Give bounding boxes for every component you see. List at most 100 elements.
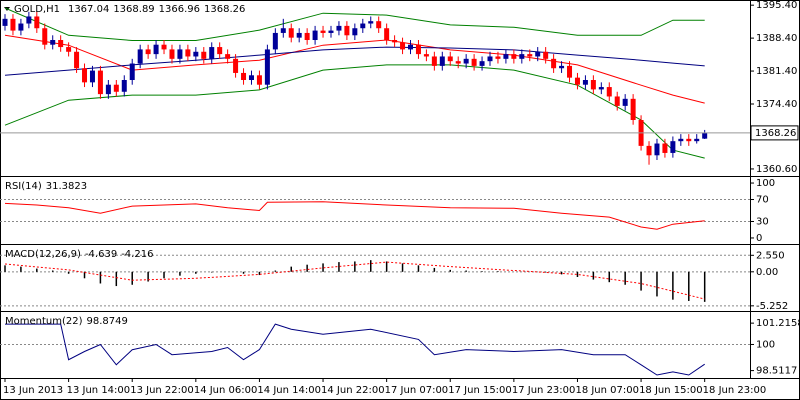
candle-body — [201, 51, 207, 59]
candle-body — [113, 84, 119, 92]
indicator-header: RSI(14) — [5, 181, 42, 192]
candle-body — [582, 80, 588, 85]
candle-body — [694, 138, 700, 142]
candle-body — [368, 21, 374, 24]
candle-body — [26, 16, 32, 24]
x-tick-label: 14 Jun 14:00 — [257, 385, 321, 396]
candle-body — [169, 49, 175, 59]
indicator-line — [5, 323, 705, 376]
y-tick-label: 100 — [756, 339, 775, 350]
candle-body — [415, 44, 421, 55]
candle-body — [654, 143, 660, 156]
indicator-line — [4, 261, 705, 300]
candle-body — [89, 70, 95, 83]
candle-body — [535, 51, 541, 57]
x-tick-label: 13 Jun 14:00 — [67, 385, 131, 396]
candle-body — [280, 28, 286, 33]
candle-body — [34, 16, 40, 29]
candle-body — [320, 30, 326, 33]
candle-body — [42, 28, 48, 45]
y-tick-label: 1381.40 — [756, 66, 797, 77]
candle-body — [312, 30, 318, 40]
y-tick-label: -5.252 — [756, 301, 788, 312]
indicator-header: 98.8749 — [87, 316, 128, 327]
x-tick-label: 13 Jun 22:00 — [130, 385, 194, 396]
candle-body — [121, 80, 127, 92]
candle-body — [543, 51, 549, 59]
candle-body — [678, 138, 684, 142]
candle-body — [153, 44, 159, 55]
x-tick-label: 18 Jun 23:00 — [703, 385, 767, 396]
candle-body — [606, 87, 612, 97]
header-text: 1366.96 — [159, 4, 200, 15]
candle-body — [105, 84, 111, 95]
y-tick-label: 1388.40 — [756, 33, 797, 44]
candle-body — [630, 98, 636, 120]
candle-body — [574, 77, 580, 85]
candle-body — [646, 145, 652, 156]
current-price-label: 1368.26 — [755, 128, 796, 139]
candle-body — [352, 28, 358, 36]
y-tick-label: 0 — [756, 233, 762, 244]
candle-body — [455, 61, 461, 64]
candle-body — [376, 21, 382, 29]
candle-body — [217, 47, 223, 55]
x-tick-label: 14 Jun 06:00 — [194, 385, 258, 396]
candle-body — [463, 58, 469, 64]
candle-body — [431, 56, 437, 66]
candle-body — [304, 32, 310, 40]
candle-body — [408, 44, 414, 50]
header-text: 1368.26 — [204, 4, 245, 15]
indicator-line — [4, 7, 705, 41]
candle-body — [296, 32, 302, 38]
y-tick-label: 0.00 — [756, 267, 778, 278]
candle-body — [241, 72, 247, 80]
x-tick-label: 17 Jun 23:00 — [512, 385, 576, 396]
candle-body — [471, 58, 477, 66]
candle-body — [66, 47, 72, 52]
candle-body — [137, 49, 143, 64]
candle-body — [129, 63, 135, 80]
candle-body — [50, 40, 56, 45]
candle-body — [209, 47, 215, 59]
indicator-header: Momentum(22) — [5, 316, 83, 327]
candle-body — [177, 49, 183, 59]
candle-body — [447, 56, 453, 62]
candle-body — [360, 23, 366, 29]
y-tick-label: 30 — [756, 216, 769, 227]
x-tick-label: 17 Jun 15:00 — [448, 385, 512, 396]
candle-body — [392, 40, 398, 43]
x-tick-label: 18 Jun 15:00 — [639, 385, 703, 396]
candle-body — [272, 32, 278, 50]
y-tick-label: 70 — [756, 195, 769, 206]
y-tick-label: 1374.40 — [756, 99, 797, 110]
candle-body — [423, 54, 429, 57]
candle-body — [384, 28, 390, 40]
candle-body — [622, 98, 628, 106]
candle-body — [248, 75, 254, 80]
header-text: 1368.89 — [113, 4, 154, 15]
indicator-header: MACD(12,26,9) — [5, 249, 81, 260]
candle-body — [487, 56, 493, 62]
candle-body — [551, 58, 557, 69]
candle-body — [598, 87, 604, 90]
indicator-header: -4.216 — [121, 249, 153, 260]
candle-body — [161, 44, 167, 50]
candle-body — [614, 96, 620, 106]
candle-body — [97, 70, 103, 95]
candle-body — [495, 56, 501, 59]
y-tick-label: 1395.40 — [756, 0, 797, 11]
candle-body — [567, 65, 573, 78]
x-tick-label: 17 Jun 07:00 — [385, 385, 449, 396]
indicator-header: -4.639 — [85, 249, 117, 260]
candle-body — [10, 18, 16, 31]
candle-body — [2, 18, 8, 26]
y-tick-label: 100 — [756, 178, 775, 189]
y-tick-label: 2.550 — [756, 250, 785, 261]
candle-body — [439, 56, 445, 66]
candle-body — [233, 58, 239, 73]
candle-body — [256, 75, 262, 85]
candle-body — [400, 42, 406, 50]
